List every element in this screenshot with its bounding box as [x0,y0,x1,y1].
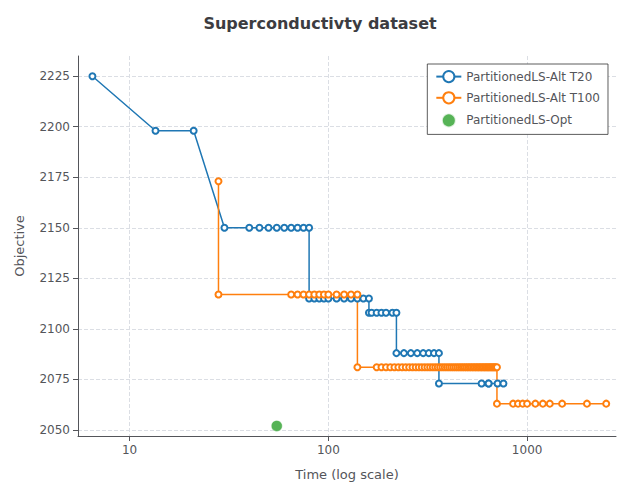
svg-text:1000: 1000 [512,443,543,457]
svg-text:2075: 2075 [39,372,70,386]
svg-text:PartitionedLS-Alt T100: PartitionedLS-Alt T100 [466,91,600,105]
svg-text:Time (log scale): Time (log scale) [294,467,399,482]
svg-text:2225: 2225 [39,69,70,83]
svg-text:PartitionedLS-Alt T20: PartitionedLS-Alt T20 [466,70,592,84]
svg-text:100: 100 [317,443,340,457]
svg-text:Objective: Objective [12,215,27,277]
svg-text:2175: 2175 [39,170,70,184]
svg-text:2050: 2050 [39,423,70,437]
svg-text:PartitionedLS-Opt: PartitionedLS-Opt [466,113,572,127]
svg-text:2150: 2150 [39,221,70,235]
svg-text:2200: 2200 [39,120,70,134]
svg-text:2125: 2125 [39,271,70,285]
svg-text:2100: 2100 [39,322,70,336]
svg-text:Superconductivty dataset: Superconductivty dataset [203,14,437,33]
svg-text:10: 10 [122,443,137,457]
